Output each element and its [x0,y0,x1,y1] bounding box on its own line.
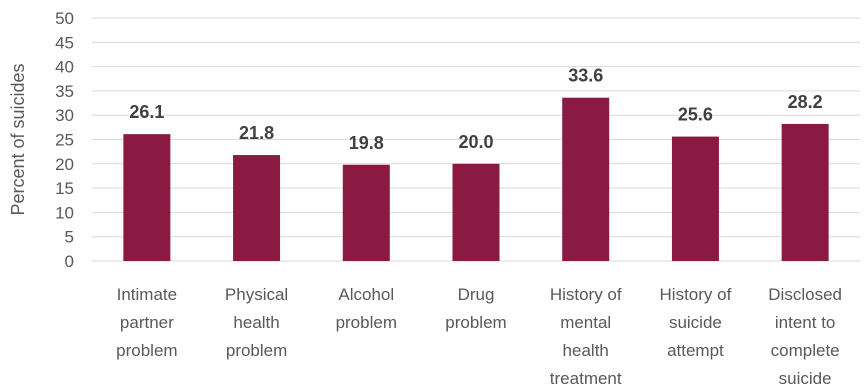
y-tick-label: 25 [55,131,74,150]
category-label-line: Intimate [117,285,177,304]
category-label-line: complete [771,341,840,360]
data-label: 21.8 [239,123,274,143]
category-label-line: health [563,341,609,360]
y-axis-ticks: 0 5 10 15 20 25 30 35 40 45 50 [55,9,74,271]
category-label-line: partner [120,313,174,332]
category-label-line: Disclosed [768,285,842,304]
data-labels: 26.1 21.8 19.8 20.0 33.6 25.6 28.2 [129,66,822,153]
category-label-line: treatment [550,369,622,388]
category-label-line: problem [445,313,506,332]
y-tick-label: 5 [65,228,74,247]
data-label: 20.0 [458,132,493,152]
category-label: Drug problem [445,285,506,332]
data-label: 26.1 [129,102,164,122]
data-label: 19.8 [349,133,384,153]
y-tick-label: 45 [55,33,74,52]
bar [233,155,281,261]
category-label-line: suicide [669,313,722,332]
y-tick-label: 0 [65,252,74,271]
data-label: 28.2 [788,92,823,112]
bar [671,136,719,261]
y-tick-label: 10 [55,203,74,222]
category-label: Disclosed intent to complete suicide [768,285,842,388]
category-label-line: problem [336,313,397,332]
y-tick-label: 15 [55,179,74,198]
category-label-line: problem [116,341,177,360]
category-labels: Intimate partner problem Physical health prob… [116,285,842,388]
category-label-line: attempt [667,341,724,360]
y-tick-label: 40 [55,58,74,77]
y-axis-label: Percent of suicides [8,63,28,215]
bar [342,164,390,261]
bar [452,163,500,261]
data-label: 33.6 [568,66,603,86]
category-label: History of suicide attempt [660,285,732,360]
category-label-line: Alcohol [338,285,394,304]
category-label-line: intent to [775,313,836,332]
y-tick-label: 20 [55,155,74,174]
category-label: Alcohol problem [336,285,397,332]
bar [781,123,829,261]
category-label-line: Physical [225,285,288,304]
y-tick-label: 50 [55,9,74,28]
y-tick-label: 30 [55,106,74,125]
bars [123,97,829,261]
data-label: 25.6 [678,105,713,125]
category-label-line: Drug [458,285,495,304]
category-label-line: History of [550,285,622,304]
category-label-line: health [233,313,279,332]
category-label-line: suicide [779,369,832,388]
category-label-line: problem [226,341,287,360]
category-label-line: History of [660,285,732,304]
bar [123,134,171,261]
y-tick-label: 35 [55,82,74,101]
category-label: History of mental health treatment [550,285,622,388]
bar [562,97,610,261]
category-label: Physical health problem [225,285,288,360]
category-label-line: mental [560,313,611,332]
category-label: Intimate partner problem [116,285,177,360]
